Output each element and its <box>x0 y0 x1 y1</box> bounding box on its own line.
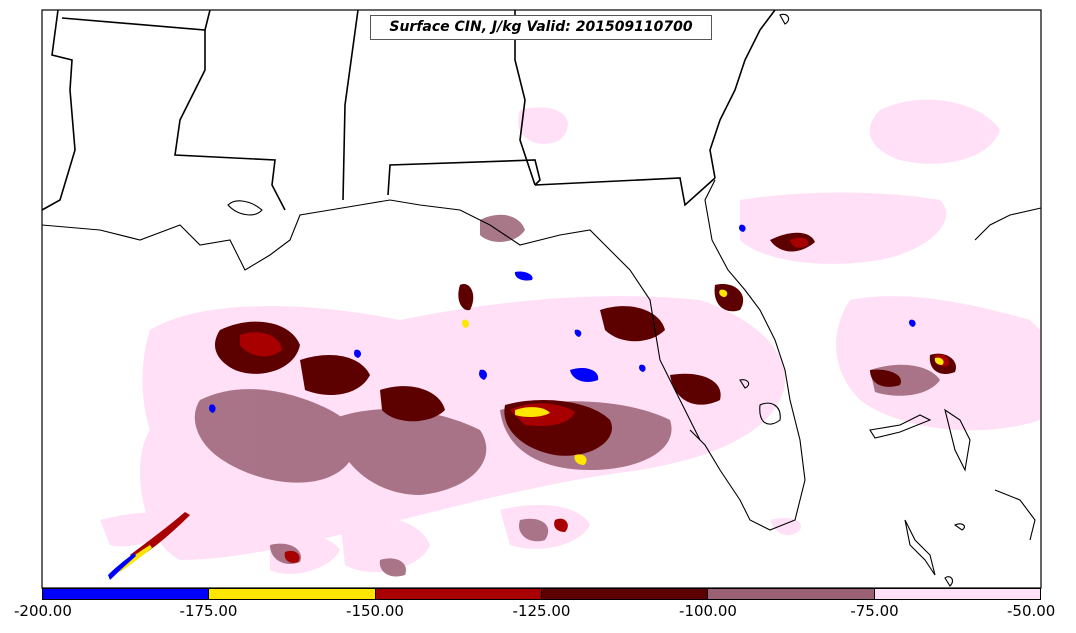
colorbar-tick-label: -175.00 <box>180 602 238 620</box>
colorbar-segment <box>209 589 375 599</box>
colorbar-segment <box>542 589 708 599</box>
colorbar-tick-label: -50.00 <box>1007 602 1055 620</box>
colorbar-tick-label: -100.00 <box>679 602 737 620</box>
colorbar-segment <box>43 589 209 599</box>
colorbar-tick-label: -75.00 <box>850 602 898 620</box>
colorbar-segment <box>708 589 874 599</box>
colorbar-segment <box>875 589 1040 599</box>
map-title: Surface CIN, J/kg Valid: 201509110700 <box>370 15 712 40</box>
colorbar-tick-label: -200.00 <box>14 602 72 620</box>
colorbar <box>42 588 1041 600</box>
colorbar-tick-label: -150.00 <box>346 602 404 620</box>
colorbar-tick-label: -125.00 <box>513 602 571 620</box>
colorbar-segment <box>376 589 542 599</box>
